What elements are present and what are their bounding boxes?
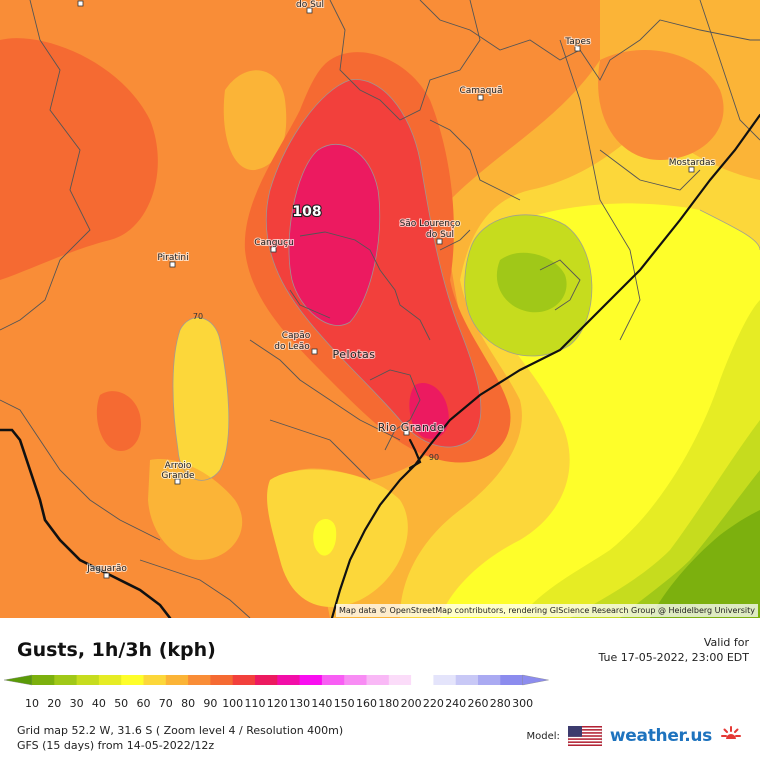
city-label-pelotas: Pelotas	[332, 348, 375, 361]
scale-tick-label: 120	[267, 697, 288, 710]
scale-swatch	[388, 675, 412, 685]
city-label-arroio-2: Grande	[161, 471, 195, 481]
scale-swatch	[121, 675, 144, 685]
scale-swatch	[299, 675, 323, 685]
gust-map-canvas: do Sul Tapes Camaquã Mostardas Canguçu S…	[0, 0, 760, 618]
scale-tick-label: 160	[356, 697, 377, 710]
legend-title: Gusts, 1h/3h (kph)	[17, 639, 216, 661]
scale-tick-label: 130	[289, 697, 310, 710]
city-label-piratini: Piratini	[157, 253, 188, 263]
gust-map[interactable]: do Sul Tapes Camaquã Mostardas Canguçu S…	[0, 0, 760, 618]
city-label-jaguarao: Jaguarão	[86, 564, 127, 574]
city-label-do-sul: do Sul	[296, 0, 324, 10]
scale-tick-label: 10	[25, 697, 39, 710]
scale-swatch	[232, 675, 256, 685]
national-border	[0, 428, 172, 618]
us-flag-icon	[567, 726, 602, 746]
scale-tick-label: 50	[114, 697, 128, 710]
scale-swatch	[478, 675, 501, 685]
scale-swatch	[188, 675, 211, 685]
brand-block[interactable]: Model: weather.us	[526, 725, 742, 747]
city-label-cangucu: Canguçu	[254, 238, 294, 248]
isoline-label-90: 90	[429, 453, 439, 462]
grid-info-block: Grid map 52.2 W, 31.6 S ( Zoom level 4 /…	[17, 723, 343, 753]
scale-swatch	[411, 675, 434, 685]
field-70-west	[173, 317, 229, 481]
scale-arrow-low	[3, 674, 33, 686]
scale-tick-label: 30	[70, 697, 84, 710]
scale-swatch	[433, 675, 457, 685]
model-label: Model:	[526, 730, 560, 742]
peak-value-label: 108	[292, 204, 321, 220]
scale-swatch	[500, 675, 523, 685]
scale-tick-label: 300	[512, 697, 533, 710]
grid-info: Grid map 52.2 W, 31.6 S ( Zoom level 4 /…	[17, 724, 344, 737]
scale-tick-label: 100	[222, 697, 243, 710]
scale-tick-label: 220	[423, 697, 444, 710]
scale-tick-label: 60	[137, 697, 151, 710]
city-label-tapes: Tapes	[564, 37, 591, 47]
field-100-spot	[96, 391, 141, 451]
valid-time-block: Valid for Tue 17-05-2022, 23:00 EDT	[598, 635, 749, 665]
field-80-sw	[148, 459, 243, 560]
boundaries	[0, 0, 760, 618]
scale-swatch	[98, 675, 122, 685]
scale-tick-label: 110	[245, 697, 266, 710]
brand-name: weather.us	[609, 726, 712, 746]
city-label-mostardas: Mostardas	[669, 158, 716, 168]
scale-arrow-high	[522, 674, 549, 686]
scale-swatch	[165, 675, 189, 685]
valid-label: Valid for	[703, 636, 749, 649]
field-100-west	[0, 38, 158, 280]
city-label-arroio: Arroio	[165, 461, 192, 471]
legend-panel: Gusts, 1h/3h (kph) Valid for Tue 17-05-2…	[0, 619, 760, 760]
scale-tick-label: 40	[92, 697, 106, 710]
isolines	[172, 79, 760, 481]
city-markers	[77, 0, 695, 579]
scale-swatch	[32, 675, 55, 685]
scale-tick-label: 280	[490, 697, 511, 710]
color-scale-bar	[3, 674, 549, 686]
scale-tick-label: 240	[445, 697, 466, 710]
scale-tick-label: 140	[311, 697, 332, 710]
scale-swatch	[210, 675, 234, 685]
scale-tick-label: 90	[203, 697, 217, 710]
coastline	[330, 113, 760, 618]
field-20	[650, 510, 760, 618]
scale-tick-label: 80	[181, 697, 195, 710]
field-60-spot	[313, 518, 337, 556]
city-label-sao-lourenco-2: do Sul	[426, 230, 454, 240]
map-attribution[interactable]: Map data © OpenStreetMap contributors, r…	[336, 604, 758, 617]
scale-swatch	[344, 675, 367, 685]
sun-logo-icon	[721, 726, 741, 739]
scale-tick-label: 260	[468, 697, 489, 710]
color-scale: 10 20 30 40 50 60 70 80 90 100 110 120 130 140 150 160 1…	[3, 674, 549, 710]
city-label-camaqua: Camaquã	[459, 86, 502, 96]
scale-tick-label: 150	[334, 697, 355, 710]
city-label-sao-lourenco: São Lourenço	[400, 219, 461, 229]
field-30-bubble	[496, 252, 567, 313]
scale-swatch	[54, 675, 77, 685]
city-label-rio-grande: Rio Grande	[378, 421, 444, 434]
scale-swatch	[277, 675, 300, 685]
scale-tick-label: 20	[47, 697, 61, 710]
scale-swatch	[321, 675, 345, 685]
model-info: GFS (15 days) from 14-05-2022/12z	[17, 739, 215, 752]
isoline-label-70: 70	[193, 312, 203, 321]
scale-swatch	[366, 675, 390, 685]
scale-tick-label: 200	[401, 697, 422, 710]
city-label-capao-2: do Leão	[274, 342, 310, 352]
scale-swatch	[143, 675, 167, 685]
color-scale-ticks: 10 20 30 40 50 60 70 80 90 100 110 120 130 140 150 160 1…	[25, 697, 533, 710]
scale-swatch	[255, 675, 278, 685]
valid-time: Tue 17-05-2022, 23:00 EDT	[598, 651, 749, 664]
scale-swatch	[76, 675, 100, 685]
city-label-capao: Capão	[282, 331, 311, 341]
scale-swatch	[455, 675, 479, 685]
scale-tick-label: 180	[378, 697, 399, 710]
scale-tick-label: 70	[159, 697, 173, 710]
field-70-south	[267, 469, 408, 607]
field-80-north	[223, 70, 287, 171]
field-90-east	[598, 50, 724, 160]
